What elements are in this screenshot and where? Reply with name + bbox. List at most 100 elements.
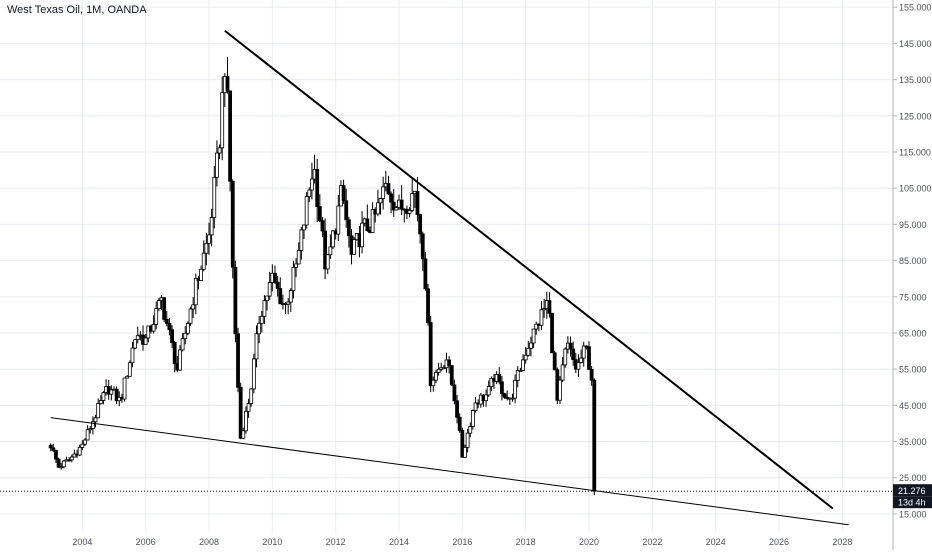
candle-body-up	[484, 394, 488, 402]
candle-body-up	[88, 428, 93, 431]
candle-body-down	[228, 90, 233, 182]
candle-body-down	[56, 458, 61, 468]
candle-body-up	[360, 222, 364, 248]
candle-body-down	[172, 342, 177, 365]
trendline-lower[interactable]	[50, 417, 849, 526]
price-tick-label: 145.000	[899, 39, 932, 49]
candle-body-up	[257, 322, 262, 335]
candle-body-up	[465, 432, 470, 448]
candle-body-up	[133, 339, 138, 349]
time-tick-label: 2006	[136, 537, 156, 547]
candle-body-down	[386, 183, 391, 195]
candle-body-down	[230, 180, 235, 268]
candle-body-up	[72, 453, 77, 458]
candle-body-down	[552, 352, 557, 371]
candle-body-up	[77, 446, 82, 456]
candle-body-down	[568, 342, 573, 350]
candle-body-up	[304, 196, 309, 226]
chart-title: West Texas Oil, 1M, OANDA	[7, 4, 147, 16]
last-price-badge-bg	[893, 484, 932, 497]
candle-body-down	[167, 322, 172, 331]
candle-body-up	[199, 268, 203, 281]
price-tick-label: 85.000	[899, 256, 927, 266]
candle-body-down	[423, 258, 428, 290]
candle-body-up	[146, 325, 151, 339]
trendlines[interactable]	[0, 29, 893, 526]
time-tick-label: 2004	[72, 537, 92, 547]
candle-body-up	[204, 242, 209, 254]
candle-body-up	[135, 335, 140, 341]
time-tick-label: 2020	[579, 537, 599, 547]
candle-body-up	[407, 209, 412, 214]
candle-body-up	[125, 375, 130, 379]
candle-body-up	[212, 176, 217, 218]
bar-countdown: 13d 4h	[898, 498, 926, 508]
price-tick-label: 155.000	[899, 3, 932, 13]
candle-body-up	[378, 198, 383, 204]
candle-body-up	[352, 239, 357, 255]
candle-body-up	[576, 362, 581, 370]
candle-body-up	[331, 230, 335, 248]
candle-body-up	[310, 178, 314, 191]
candle-body-down	[48, 444, 53, 449]
price-axis[interactable]: 15.000 25.000 35.000 45.000 55.000 65.000 75.0…	[893, 3, 932, 520]
candle-body-up	[370, 209, 375, 233]
candle-body-up	[215, 152, 219, 178]
candle-body-down	[391, 201, 396, 211]
candle-body-up	[431, 379, 436, 387]
candle-body-down	[51, 447, 56, 451]
candle-body-up	[267, 282, 272, 297]
candles	[48, 57, 597, 496]
candle-body-up	[180, 338, 185, 351]
price-tick-label: 75.000	[899, 292, 927, 302]
candle-body-up	[489, 377, 494, 387]
candle-body-up	[207, 234, 211, 244]
candle-body-down	[315, 169, 320, 207]
candle-body-down	[497, 374, 502, 383]
candle-body-down	[418, 214, 423, 235]
candle-body-up	[185, 323, 190, 334]
price-tick-label: 35.000	[899, 437, 927, 447]
candle-body-up	[302, 224, 306, 231]
candle-body-down	[278, 288, 283, 305]
candle-body-down	[170, 329, 174, 343]
price-tick-label: 25.000	[899, 473, 927, 483]
candle-body-up	[288, 290, 293, 303]
candle-body-up	[441, 367, 446, 370]
time-tick-label: 2014	[389, 537, 409, 547]
candle-body-up	[191, 304, 196, 310]
candle-body-up	[217, 147, 222, 154]
candle-body-up	[254, 333, 259, 360]
price-tick-label: 95.000	[899, 220, 927, 230]
last-price-value: 21.276	[898, 486, 926, 496]
candle-body-up	[473, 402, 478, 411]
time-tick-label: 2010	[262, 537, 282, 547]
candle-body-down	[457, 416, 462, 431]
candle-body-up	[579, 357, 583, 363]
candle-body-up	[93, 417, 98, 423]
candle-body-up	[521, 359, 525, 371]
candle-body-down	[449, 365, 454, 386]
candle-body-down	[317, 206, 322, 222]
candle-body-down	[114, 388, 119, 402]
candle-body-down	[164, 318, 169, 324]
candle-body-down	[233, 266, 238, 335]
candle-body-up	[143, 337, 148, 345]
candle-body-up	[394, 207, 399, 211]
price-tick-label: 115.000	[899, 148, 931, 158]
candle-body-up	[513, 380, 518, 399]
candle-body-up	[325, 254, 330, 270]
candle-body-up	[69, 456, 74, 461]
price-tick-label: 125.000	[899, 111, 932, 121]
candle-body-up	[183, 332, 188, 340]
candle-body-up	[336, 205, 341, 235]
candle-body-up	[523, 354, 528, 361]
trendline-upper[interactable]	[224, 29, 834, 510]
time-axis[interactable]: 2004 2006 2008 2010 2012 2014 2016 2018 2020 2022…	[72, 537, 852, 547]
candle-body-up	[127, 362, 132, 377]
candle-body-up	[220, 92, 225, 149]
candle-body-up	[246, 403, 251, 412]
